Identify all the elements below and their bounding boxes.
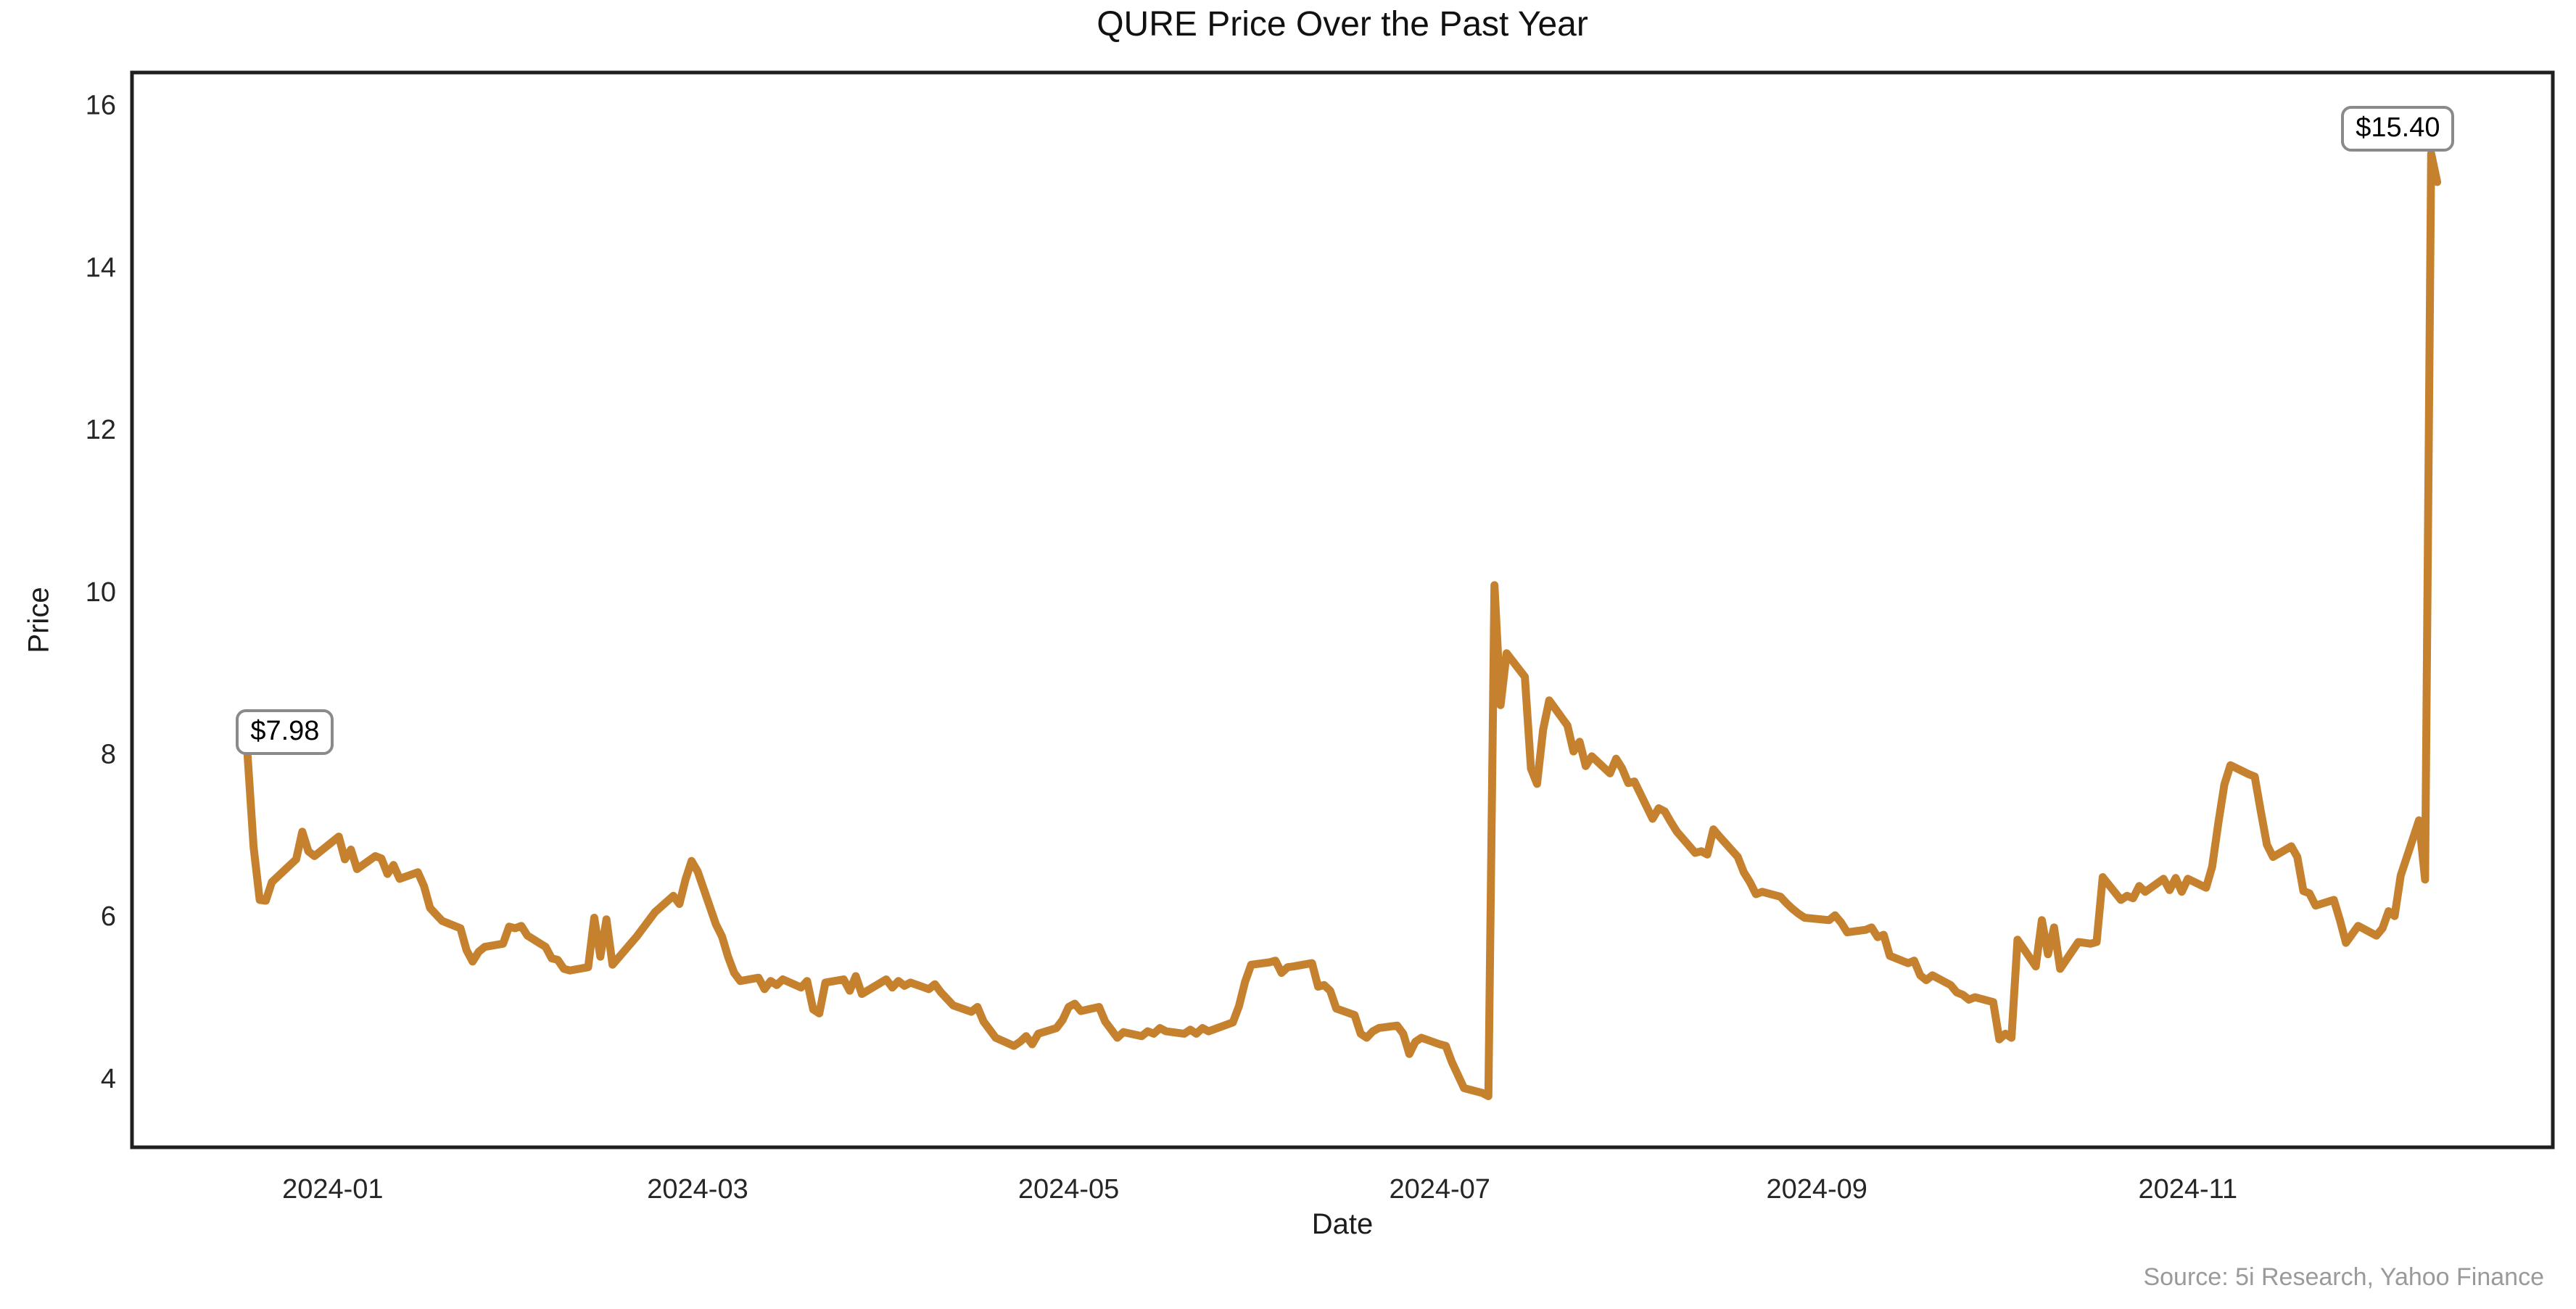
- y-tick-label: 14: [86, 252, 116, 283]
- x-tick-label: 2024-11: [2138, 1174, 2237, 1205]
- y-tick-label: 10: [86, 577, 116, 608]
- y-tick-label: 16: [86, 91, 116, 121]
- x-tick-label: 2024-03: [647, 1174, 748, 1205]
- axis-ticks: 4 6 8 10 12 14 16 2024-01 2024-03 2024-05 2024-07 2…: [86, 91, 2237, 1205]
- plot-spines: [130, 70, 2555, 1149]
- source-credit: Source: 5i Research, Yahoo Finance: [2143, 1263, 2544, 1291]
- start-price-callout: $7.98: [236, 709, 334, 755]
- price-line-series: [243, 149, 2442, 1100]
- y-tick-label: 8: [101, 740, 116, 770]
- x-axis-label: Date: [1311, 1208, 1374, 1240]
- x-tick-label: 2024-05: [1018, 1174, 1119, 1205]
- x-tick-label: 2024-09: [1766, 1174, 1867, 1205]
- x-tick-label: 2024-01: [282, 1174, 383, 1205]
- y-tick-label: 4: [101, 1064, 116, 1094]
- end-price-callout: $15.40: [2341, 105, 2455, 152]
- x-tick-label: 2024-07: [1389, 1174, 1490, 1205]
- y-tick-label: 12: [86, 415, 116, 445]
- y-tick-label: 6: [101, 901, 116, 932]
- chart-title: QURE Price Over the Past Year: [1097, 5, 1588, 44]
